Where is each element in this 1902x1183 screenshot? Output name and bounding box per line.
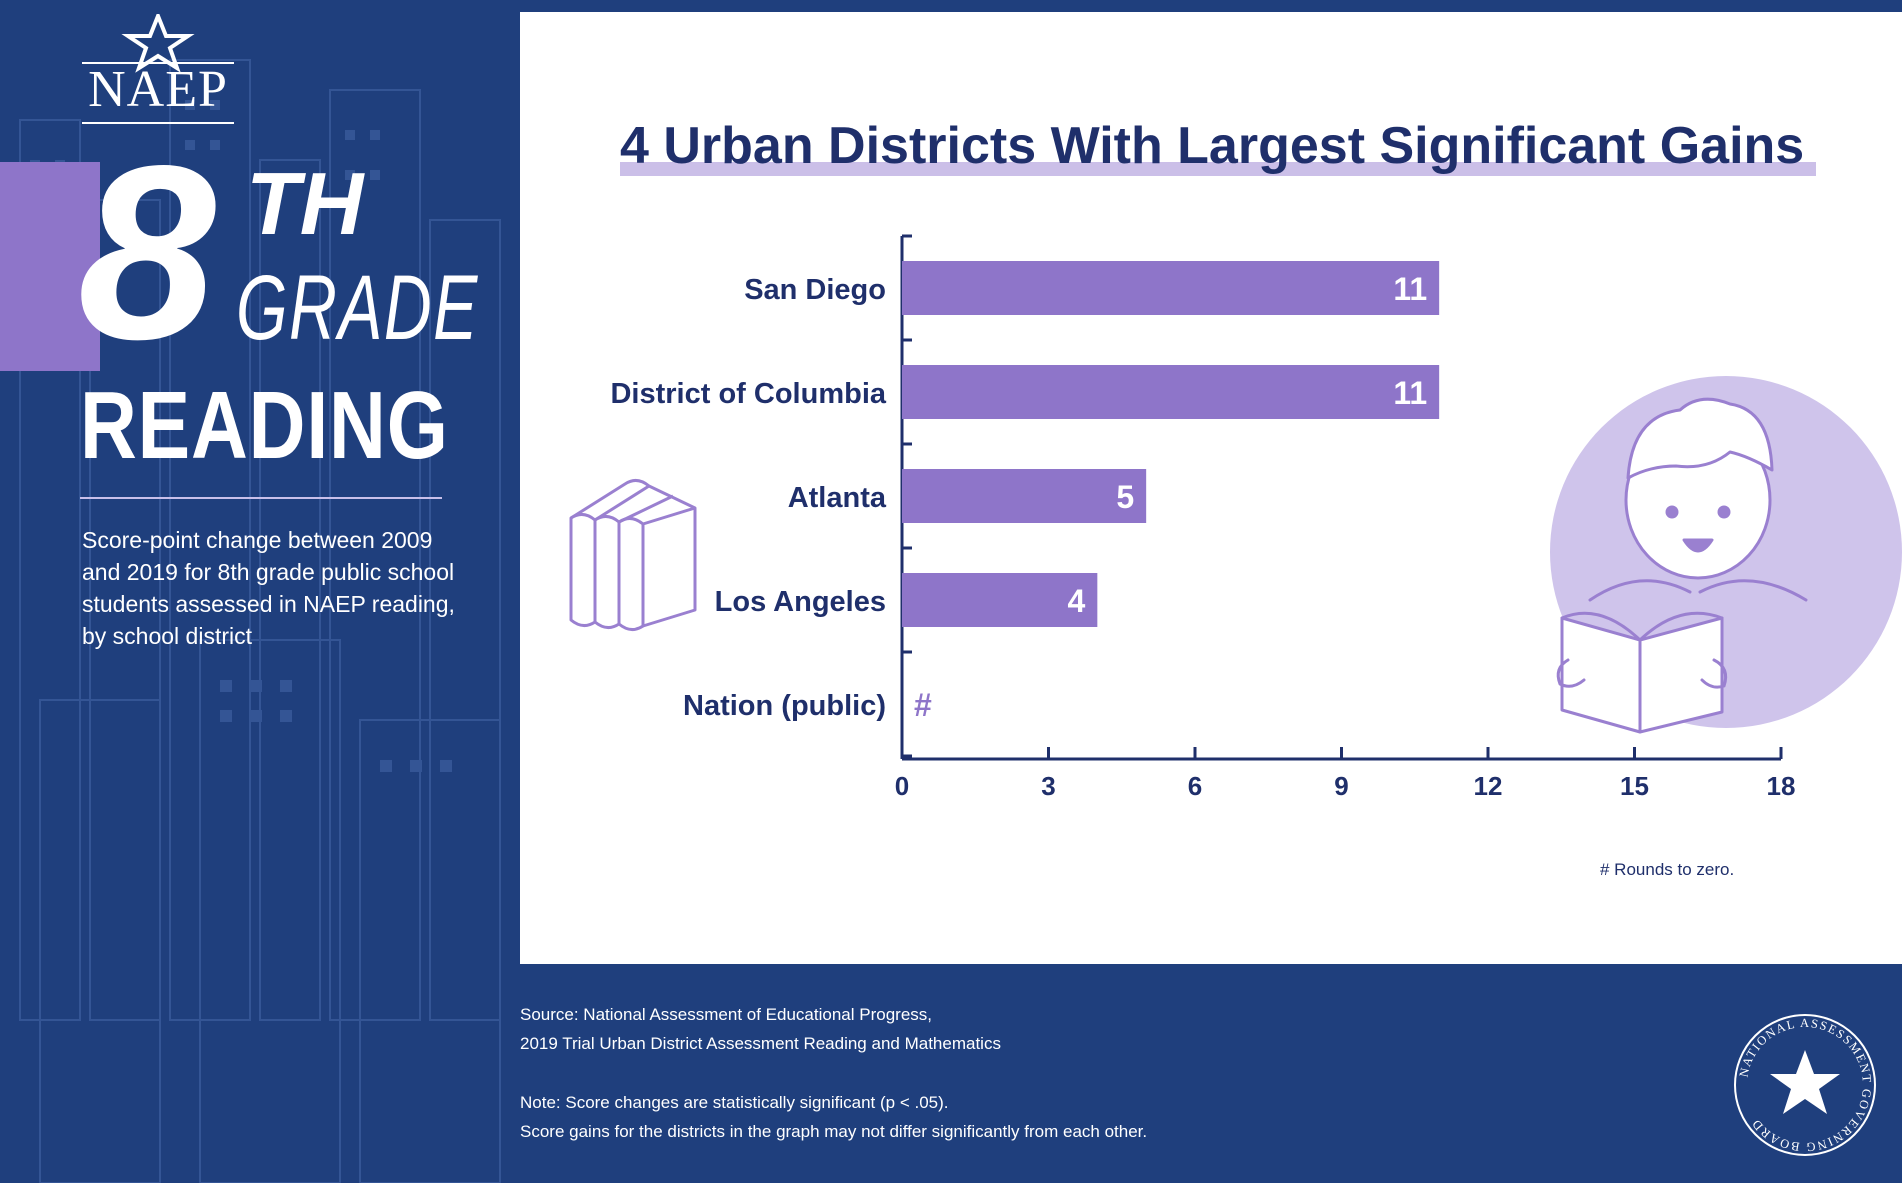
source-line: 2019 Trial Urban District Assessment Rea…	[520, 1034, 1001, 1053]
logo-text: NAEP	[88, 61, 228, 118]
category-label: San Diego	[744, 274, 886, 306]
bar	[902, 573, 1098, 627]
bar-value-label: #	[914, 687, 932, 723]
subject-heading: READING	[80, 372, 449, 479]
x-tick-label: 12	[1474, 771, 1503, 801]
title-underline	[620, 162, 1816, 176]
note-line: Score gains for the districts in the gra…	[520, 1122, 1148, 1141]
bar	[902, 365, 1440, 419]
x-tick-label: 3	[1041, 771, 1055, 801]
child-reading-icon	[1550, 376, 1902, 734]
source-note: Source: National Assessment of Education…	[520, 1000, 1001, 1058]
category-label: District of Columbia	[610, 378, 886, 410]
grade-number: 8	[78, 113, 216, 391]
x-tick-label: 18	[1767, 771, 1796, 801]
category-label: Los Angeles	[715, 586, 886, 618]
source-line: Source: National Assessment of Education…	[520, 1005, 932, 1024]
note-line: Note: Score changes are statistically si…	[520, 1093, 949, 1112]
bar-value-label: 4	[1068, 583, 1086, 619]
naep-logo: NAEP	[82, 10, 234, 132]
grade-suffix: TH	[246, 154, 364, 253]
books-icon	[569, 479, 697, 631]
bar-value-label: 11	[1393, 271, 1427, 307]
governing-board-seal: NATIONAL ASSESSMENT GOVERNING BOARD	[1734, 1014, 1876, 1156]
category-label: Atlanta	[788, 482, 887, 514]
grade-word: GRADE	[236, 257, 479, 359]
bar	[902, 261, 1440, 315]
category-label: Nation (public)	[683, 690, 886, 722]
x-tick-label: 0	[895, 771, 909, 801]
x-tick-label: 6	[1188, 771, 1202, 801]
bar-value-label: 5	[1116, 479, 1134, 515]
x-tick-label: 9	[1334, 771, 1348, 801]
chart-title: 4 Urban Districts With Largest Significa…	[620, 117, 1805, 175]
bar-value-label: 11	[1393, 375, 1427, 411]
divider	[80, 497, 442, 499]
chart-description: Score-point change between 2009 and 2019…	[82, 527, 455, 649]
x-tick-label: 15	[1620, 771, 1649, 801]
star-icon	[121, 10, 195, 73]
star-icon	[1770, 1050, 1840, 1114]
chart-footnote: # Rounds to zero.	[1600, 860, 1735, 879]
accent-band	[0, 162, 100, 371]
significance-note: Note: Score changes are statistically si…	[520, 1088, 1147, 1146]
bar	[902, 469, 1147, 523]
